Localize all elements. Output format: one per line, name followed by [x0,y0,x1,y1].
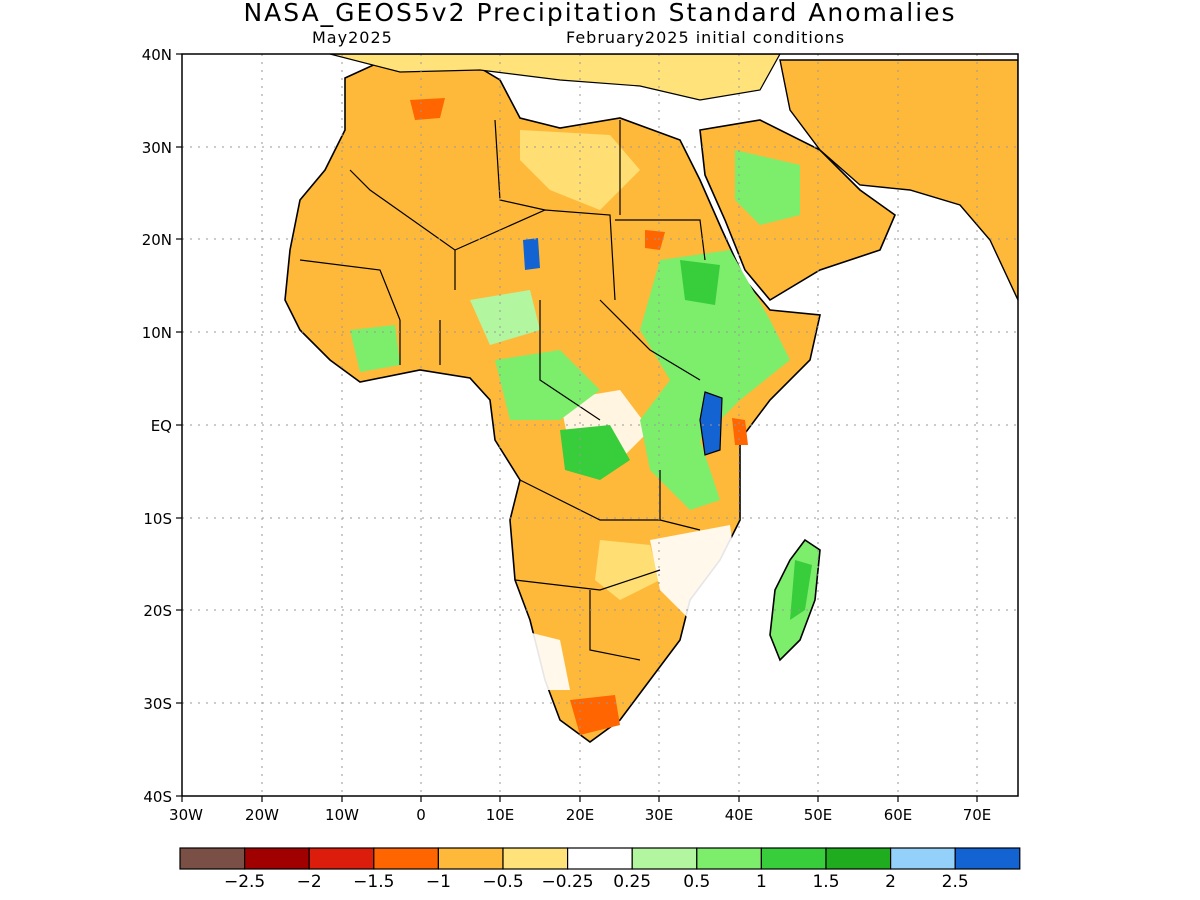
colorbar-label: −1.5 [353,872,394,892]
lat-label: 20N [142,231,172,249]
lon-label: 60E [884,806,913,824]
colorbar-swatch [825,847,892,870]
lat-label: 20S [143,602,172,620]
initial-conditions: February2025 initial conditions [566,28,846,47]
strong-dry-southafrica [570,695,620,735]
colorbar-label: 2 [885,872,896,892]
lon-label: 20W [245,806,279,824]
normal-southeast [650,525,740,620]
lat-label: 30N [142,139,172,157]
strong-wet-chad [523,238,540,270]
colorbar-swatch [566,847,633,870]
colorbar-label: −2.5 [224,872,265,892]
colorbar-label: 2.5 [942,872,969,892]
europe-strip [329,54,781,101]
light-dry-sahara [520,130,640,210]
wet-west-africa [350,325,400,372]
colorbar-swatch [373,847,439,870]
colorbar-label: 1.5 [812,872,839,892]
map-title: NASA_GEOS5v2 Precipitation Standard Anom… [243,0,957,27]
lat-label: EQ [151,417,172,435]
lon-label: 20E [566,806,595,824]
iran-region [779,59,1018,301]
colorbar-swatch [179,847,246,870]
colorbar-label: −2 [297,872,322,892]
colorbar-swatch [631,847,698,870]
normal-southwest [520,630,570,690]
colorbar-swatch [502,847,569,870]
colorbar-label: 0.25 [613,872,651,892]
strong-dry-kenya [732,418,748,445]
lon-label: 50E [804,806,833,824]
lon-label: 0 [416,806,426,824]
forecast-month: May2025 [312,28,393,47]
lon-label: 10E [486,806,515,824]
colorbar-swatch [308,847,375,870]
lon-label: 40E [725,806,754,824]
colorbar-swatch [889,847,956,870]
lon-label: 30W [169,806,203,824]
colorbar-labels: −2.5 −2 −1.5 −1 −0.5 −0.25 0.25 0.5 1 1.5 2 2.5 [224,872,969,892]
colorbar-swatch [760,847,827,870]
colorbar-label: −1 [426,872,451,892]
lat-label: 10S [143,510,172,528]
lon-label: 30E [645,806,674,824]
lat-label: 10N [142,324,172,342]
lat-label: 40N [142,46,172,64]
colorbar-label: −0.5 [482,872,523,892]
colorbar [179,847,1021,870]
strong-dry-sudan [645,230,665,250]
colorbar-swatch [696,847,762,870]
colorbar-label: −0.25 [542,872,594,892]
light-dry-south [595,540,660,600]
lon-label: 70E [963,806,992,824]
wet-congo [560,425,630,480]
wet-madagascar-core [790,560,812,620]
lat-label: 40S [143,788,172,806]
wet-east-africa [640,250,790,510]
colorbar-swatch [244,847,310,870]
strong-wet-lake-victoria [699,391,723,456]
wet-sahel-north [470,290,540,345]
colorbar-label: 0.5 [683,872,710,892]
colorbar-swatch [437,847,504,870]
lat-label: 30S [143,695,172,713]
lon-label: 10W [325,806,359,824]
graticule [182,54,1018,796]
strong-dry-morocco [410,98,445,120]
wet-arabia [735,150,800,225]
longitude-labels: 30W 20W 10W 0 10E 20E 30E 40E 50E 60E 70… [169,806,991,824]
colorbar-label: 1 [756,872,767,892]
latitude-labels: 40N 30N 20N 10N EQ 10S 20S 30S 40S [142,46,172,806]
map-content [284,54,1018,743]
wet-ethiopia [680,260,720,305]
tick-marks [176,53,978,802]
colorbar-swatch [954,847,1021,870]
